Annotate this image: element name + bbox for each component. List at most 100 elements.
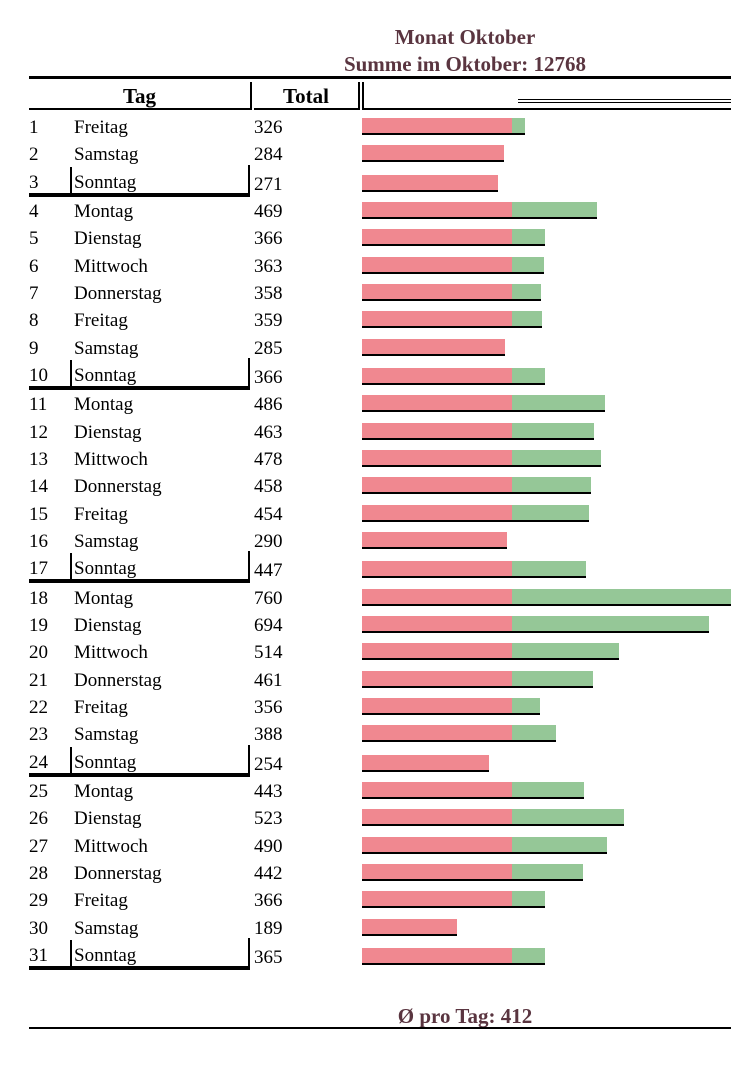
total-value: 514 — [254, 642, 283, 664]
page-title: Monat Oktober — [394, 25, 536, 49]
day-number: 25 — [29, 781, 48, 802]
table-row: 28 Donnerstag 442 — [0, 862, 731, 889]
day-bar — [362, 229, 545, 247]
bar-excess-segment — [512, 947, 545, 963]
bar-base-segment — [362, 367, 512, 383]
day-bar — [362, 616, 709, 633]
table-row: 22 Freitag 356 — [0, 696, 731, 723]
bar-excess-segment — [512, 863, 583, 879]
day-bar — [362, 809, 624, 827]
table-row: 19 Dienstag 694 — [0, 614, 731, 641]
table-row: 15 Freitag 454 — [0, 503, 731, 530]
bar-excess-segment — [512, 450, 601, 465]
total-value: 359 — [254, 310, 283, 332]
week-end-divider — [248, 357, 250, 390]
weekday-label: Sonntag — [74, 364, 137, 386]
table-row: 10 Sonntag 366 — [0, 357, 731, 391]
header-tag: Tag — [122, 84, 157, 108]
bar-base-segment — [362, 256, 512, 272]
day-bar — [362, 367, 545, 385]
day-number: 23 — [29, 724, 48, 746]
total-value: 358 — [254, 283, 283, 304]
day-bar — [362, 643, 619, 661]
table-row: 18 Montag 760 — [0, 587, 731, 614]
daily-average: Ø pro Tag: 412 — [397, 1004, 533, 1028]
bar-excess-segment — [512, 697, 540, 713]
day-bar — [362, 504, 589, 522]
day-bar — [362, 725, 556, 743]
weekday-label: Donnerstag — [74, 283, 162, 304]
bar-base-segment — [362, 174, 498, 190]
bar-base-segment — [362, 616, 512, 631]
total-value: 366 — [254, 890, 283, 912]
day-bar — [362, 284, 541, 301]
header-rule — [362, 108, 731, 110]
bar-excess-segment — [512, 477, 591, 493]
bar-base-segment — [362, 284, 512, 299]
bar-base-segment — [362, 422, 512, 438]
total-value: 284 — [254, 144, 283, 166]
bar-excess-segment — [512, 670, 593, 686]
day-bar — [362, 836, 607, 854]
total-value: 189 — [254, 917, 283, 939]
bar-base-segment — [362, 754, 489, 770]
weekday-label: Montag — [74, 201, 134, 223]
day-number: 28 — [29, 862, 48, 884]
bar-base-segment — [362, 918, 457, 934]
weekday-label: Sonntag — [74, 944, 137, 966]
weekday-label: Donnerstag — [74, 669, 162, 691]
bar-excess-segment — [512, 504, 589, 520]
day-number: 4 — [29, 201, 39, 223]
week-end-underline — [72, 385, 250, 390]
bar-excess-segment — [512, 836, 607, 852]
total-value: 469 — [254, 201, 283, 223]
day-number: 1 — [29, 117, 39, 138]
table-row: 9 Samstag 285 — [0, 337, 731, 364]
bar-excess-segment — [512, 891, 545, 907]
week-end-divider — [248, 744, 250, 777]
weekday-label: Mittwoch — [74, 642, 148, 664]
total-value: 285 — [254, 337, 283, 359]
header-divider — [250, 82, 252, 110]
bar-base-segment — [362, 504, 512, 520]
day-bar — [362, 947, 545, 965]
table-row: 13 Mittwoch 478 — [0, 448, 731, 475]
table-row: 7 Donnerstag 358 — [0, 282, 731, 309]
top-rule — [29, 76, 731, 79]
day-bar — [362, 118, 525, 135]
day-bar — [362, 174, 498, 192]
day-number: 24 — [29, 751, 48, 773]
day-bar — [362, 338, 505, 356]
bar-base-segment — [362, 588, 512, 604]
weekday-label: Freitag — [74, 117, 128, 138]
bar-base-segment — [362, 782, 512, 797]
day-number: 14 — [29, 476, 48, 498]
bar-base-segment — [362, 809, 512, 825]
day-number: 17 — [29, 558, 48, 580]
weekday-label: Dienstag — [74, 421, 142, 443]
day-number: 21 — [29, 669, 48, 691]
week-end-divider — [248, 551, 250, 584]
bar-base-segment — [362, 477, 512, 493]
day-bar — [362, 891, 545, 909]
weekday-label: Donnerstag — [74, 862, 162, 884]
day-number: 8 — [29, 310, 39, 332]
day-number: 11 — [29, 394, 48, 416]
table-row: 11 Montag 486 — [0, 393, 731, 420]
weekday-label: Mittwoch — [74, 835, 148, 857]
day-bar — [362, 918, 457, 936]
weekday-label: Sonntag — [74, 558, 137, 580]
day-number: 30 — [29, 917, 48, 939]
bar-excess-segment — [512, 725, 556, 741]
table-row: 23 Samstag 388 — [0, 723, 731, 750]
bar-excess-segment — [512, 202, 597, 218]
day-bar — [362, 863, 583, 881]
day-number: 9 — [29, 337, 39, 359]
day-bar — [362, 477, 591, 495]
week-end-divider — [70, 939, 72, 970]
table-row: 30 Samstag 189 — [0, 917, 731, 944]
week-end-underline — [29, 579, 70, 584]
day-number: 31 — [29, 944, 48, 966]
day-bar — [362, 754, 489, 772]
